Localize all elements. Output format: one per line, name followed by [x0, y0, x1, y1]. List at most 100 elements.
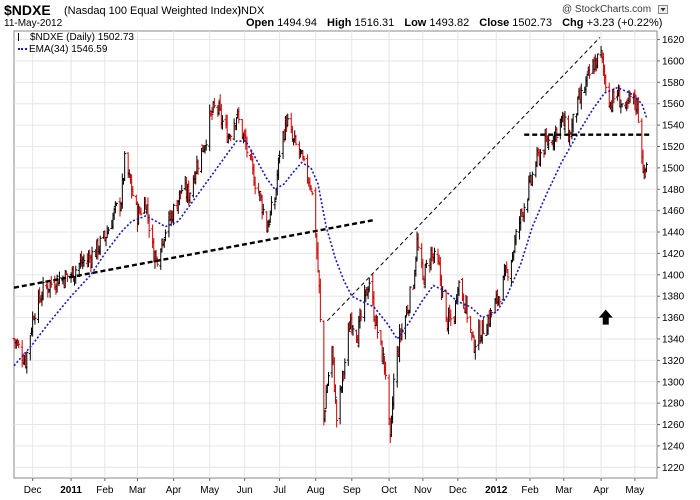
ohlc-bar	[180, 184, 184, 193]
ohlc-bar	[462, 293, 466, 309]
y-tick-label: 1600	[662, 56, 685, 67]
x-tick-label: Mar	[129, 485, 147, 496]
plot-area	[13, 30, 658, 479]
ohlc-bar	[424, 259, 428, 269]
y-tick-label: 1300	[662, 377, 685, 388]
ema-34-line	[13, 86, 648, 367]
y-tick-label: 1320	[662, 356, 685, 367]
y-tick-label: 1580	[662, 78, 685, 89]
x-tick-label: Aug	[307, 485, 325, 496]
quote-date: 11-May-2012	[4, 18, 63, 29]
ohlc-bar	[302, 155, 306, 162]
ohlc-bar	[82, 254, 86, 267]
ohlc-bar	[17, 340, 21, 349]
arrow-down-triangle-icon[interactable]	[657, 4, 668, 14]
y-tick-label: 1560	[662, 99, 685, 110]
ohlc-bar	[522, 203, 526, 223]
ohlc-bar	[433, 247, 437, 263]
ohlc-summary: Open 1494.94 High 1516.31 Low 1493.82 Cl…	[246, 17, 669, 29]
ohlc-bar	[55, 274, 59, 293]
ohlc-bar	[159, 248, 163, 270]
ohlc-bar	[188, 192, 192, 204]
legend-ema-label: EMA(34) 1546.59	[29, 44, 108, 55]
ohlc-bar	[335, 399, 339, 428]
up-arrow-icon	[598, 309, 613, 325]
legend-price-label: $NDXE (Daily) 1502.73	[30, 32, 134, 43]
y-tick-label: 1260	[662, 420, 685, 431]
ohlc-bar	[106, 227, 110, 235]
legend-price: $NDXE (Daily) 1502.73	[18, 32, 134, 44]
ohlc-bar	[367, 277, 371, 292]
y-tick-label: 1220	[662, 463, 685, 474]
ohlc-bar	[473, 339, 477, 360]
x-tick-label: Apr	[593, 485, 609, 496]
low-value: 1493.82	[429, 17, 470, 29]
open-label: Open	[246, 17, 275, 29]
ohlc-bar	[392, 373, 396, 410]
y-tick-label: 1400	[662, 270, 685, 281]
ohlc-bar	[469, 316, 473, 333]
close-label: Close	[479, 17, 510, 29]
ohlc-bar	[278, 150, 282, 164]
ohlc-bar	[261, 203, 265, 216]
ohlc-bar	[115, 202, 119, 207]
ohlc-bar	[232, 118, 236, 141]
y-tick-label: 1540	[662, 121, 685, 132]
ohlc-bar	[416, 233, 420, 251]
ohlc-bar	[465, 295, 469, 323]
legend-ema: EMA(34) 1546.59	[18, 44, 134, 56]
chart-legend: $NDXE (Daily) 1502.73 EMA(34) 1546.59	[18, 32, 134, 56]
ohlc-bar	[41, 277, 45, 301]
ohlc-bar	[366, 286, 370, 300]
ohlc-bar	[539, 149, 543, 167]
ohlc-bar	[309, 185, 313, 191]
x-tick-label: Mar	[555, 485, 573, 496]
ohlc-bar	[579, 83, 583, 110]
ohlc-bar	[57, 271, 61, 285]
ohlc-bar	[135, 201, 139, 232]
ohlc-bar	[471, 331, 475, 338]
ohlc-bar	[285, 114, 289, 132]
ema-line	[13, 86, 648, 367]
x-tick-label: Sep	[343, 485, 361, 496]
ohlc-bar	[204, 139, 208, 151]
stockcharts-watermark: @ StockCharts.com	[562, 4, 668, 15]
x-tick-label: Nov	[414, 485, 432, 496]
ohlc-bar	[318, 278, 322, 323]
ohlc-bar	[253, 176, 257, 195]
low-label: Low	[404, 17, 427, 29]
annotations	[13, 37, 651, 325]
ohlc-bar	[421, 258, 425, 281]
ohlc-bar	[505, 261, 509, 272]
x-tick-label: Feb	[521, 485, 539, 496]
ohlc-bar	[127, 169, 131, 179]
ohlc-bar	[514, 228, 518, 246]
ohlc-bar	[375, 315, 379, 339]
ohlc-bar	[547, 135, 551, 151]
y-tick-label: 1280	[662, 399, 685, 410]
close-value: 1502.73	[512, 17, 553, 29]
ohlc-bar	[160, 238, 164, 252]
ohlc-bar	[457, 280, 461, 296]
chg-label: Chg	[562, 17, 584, 29]
x-tick-label: Jul	[273, 485, 286, 496]
ohlc-bar	[229, 134, 233, 142]
ohlc-bar	[620, 103, 624, 108]
ohlc-bar	[310, 190, 314, 196]
x-tick-label: Dec	[24, 485, 42, 496]
ohlc-bar	[90, 246, 94, 269]
x-tick-label: Apr	[166, 485, 182, 496]
ohlc-bar	[221, 115, 225, 130]
ohlc-bar	[571, 113, 575, 133]
ohlc-bar	[530, 171, 534, 187]
x-tick-label: 2012	[485, 485, 508, 496]
y-tick-label: 1340	[662, 334, 685, 345]
chg-value: +3.23 (+0.22%)	[586, 17, 663, 29]
y-tick-label: 1480	[662, 185, 685, 196]
ohlc-bar	[172, 203, 176, 226]
ohlc-bar	[139, 207, 143, 216]
ohlc-bar	[563, 111, 567, 133]
y-tick-label: 1500	[662, 163, 685, 174]
trendline	[13, 219, 373, 289]
